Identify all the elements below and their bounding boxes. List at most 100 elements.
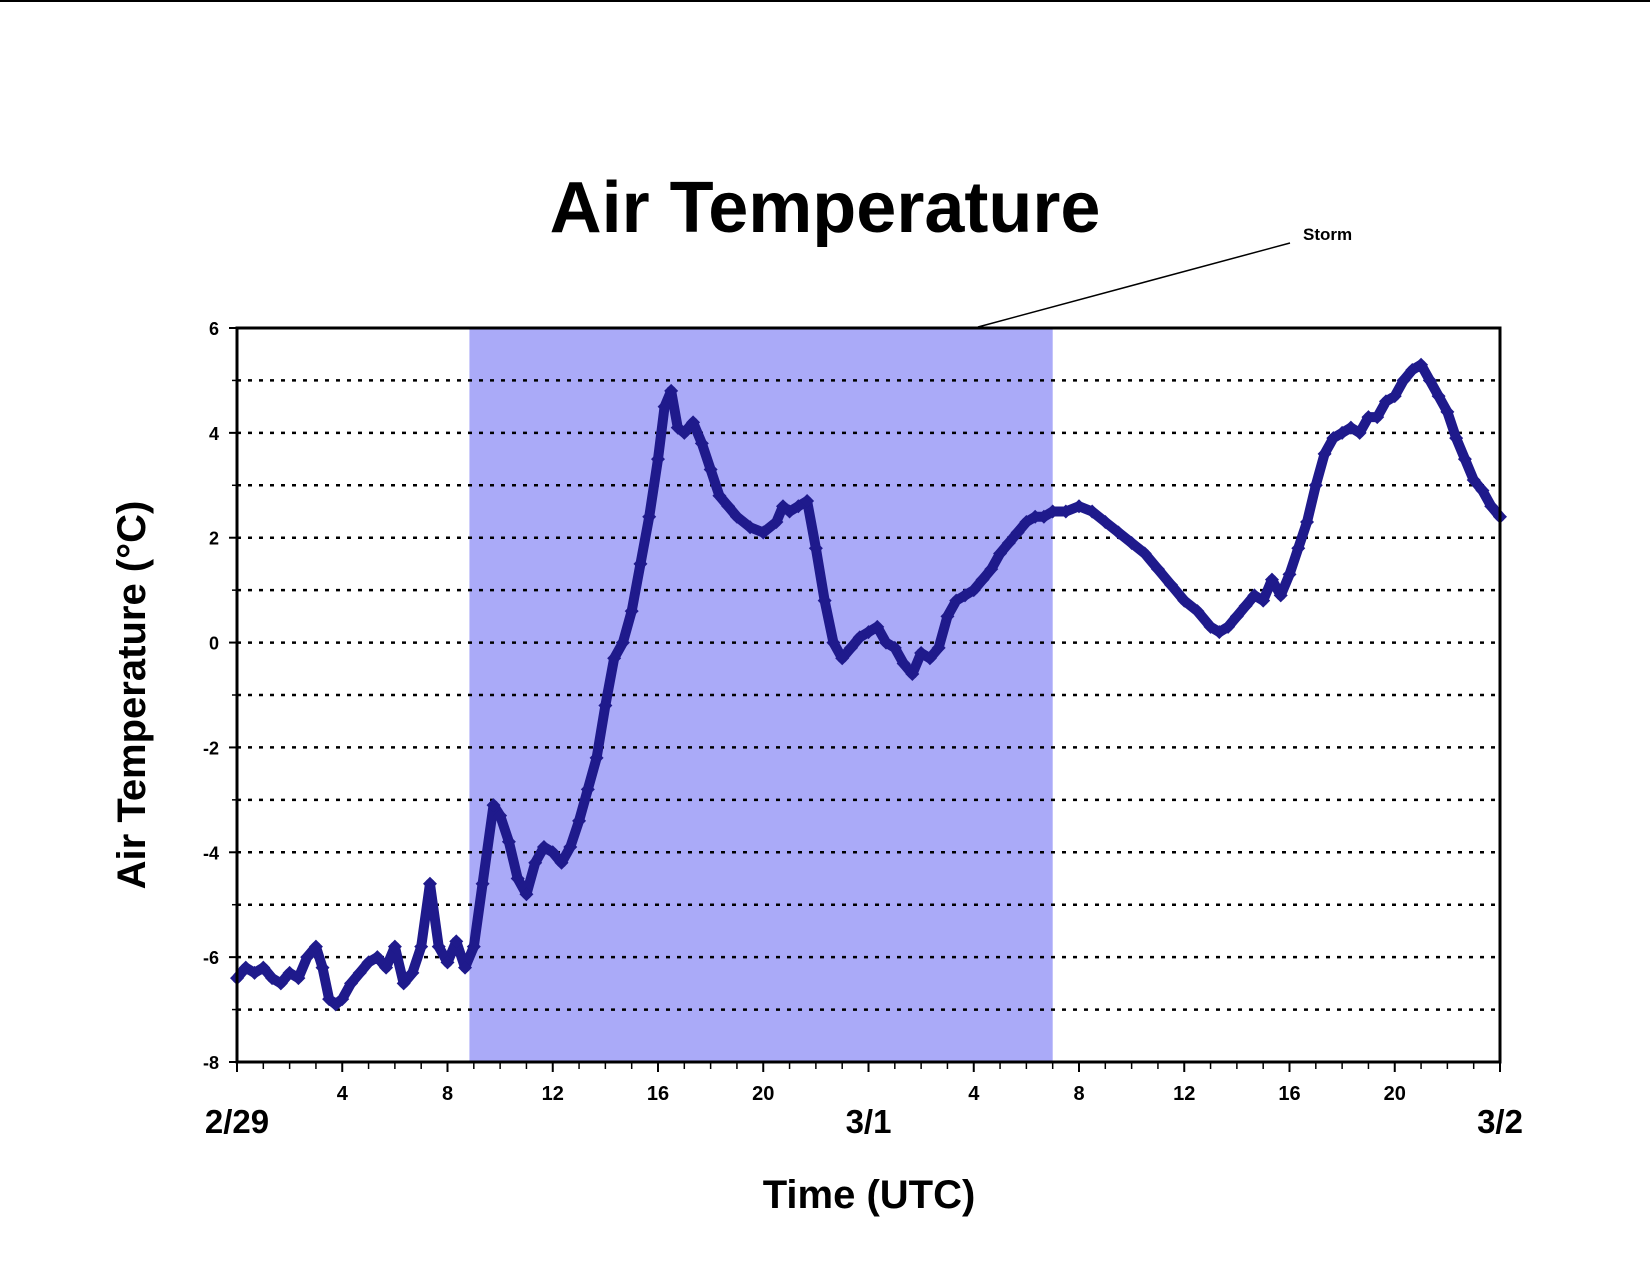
data-point (422, 876, 437, 891)
data-point (743, 520, 758, 535)
data-point (256, 960, 271, 975)
data-point (501, 834, 516, 849)
data-point (486, 798, 501, 813)
data-point (1414, 357, 1429, 372)
y-tick-label: -4 (203, 843, 219, 863)
data-point (1036, 509, 1051, 524)
data-point (1431, 389, 1446, 404)
data-point (1256, 593, 1271, 608)
plot-area: -8 -6 -4 -2 0 2 4 6 4 8 12 16 20 4 8 12 16 20 2/29 3/1 3/2 (203, 319, 1523, 1140)
data-point (598, 698, 613, 713)
data-point (466, 939, 481, 954)
data-point (589, 750, 604, 765)
data-point (1291, 541, 1306, 556)
data-point (1150, 562, 1165, 577)
data-point (712, 488, 727, 503)
data-point (1326, 431, 1341, 446)
data-point (817, 593, 832, 608)
data-point (1308, 478, 1323, 493)
data-point (1352, 425, 1367, 440)
data-point (1422, 373, 1437, 388)
data-point (769, 514, 784, 529)
data-point (361, 955, 376, 970)
data-point (300, 950, 315, 965)
y-tick-label: 6 (209, 319, 219, 339)
data-point (1212, 625, 1227, 640)
data-point (835, 651, 850, 666)
data-point (1010, 525, 1025, 540)
data-point (966, 583, 981, 598)
storm-leader-line (977, 242, 1291, 328)
data-point (396, 976, 411, 991)
data-point (1396, 373, 1411, 388)
data-point (1098, 514, 1113, 529)
data-point (449, 934, 464, 949)
data-point (352, 965, 367, 980)
data-point (1124, 535, 1139, 550)
chart-title: Air Temperature (550, 168, 1101, 248)
date-label: 3/1 (846, 1103, 892, 1140)
data-point (1085, 504, 1100, 519)
y-tick-label: 0 (209, 634, 219, 654)
data-point (949, 593, 964, 608)
data-point (1300, 514, 1315, 529)
data-point (1405, 362, 1420, 377)
data-point (657, 399, 672, 414)
data-point (1221, 619, 1236, 634)
data-point (870, 619, 885, 634)
data-point (405, 965, 420, 980)
data-point (1317, 446, 1332, 461)
data-point (1045, 504, 1060, 519)
data-point (1028, 509, 1043, 524)
data-point (791, 499, 806, 514)
data-point (554, 855, 569, 870)
data-point (808, 541, 823, 556)
data-point (1190, 604, 1205, 619)
x-tick-label: 8 (442, 1083, 453, 1105)
y-tick-label: -2 (203, 738, 219, 758)
data-point (607, 651, 622, 666)
data-point (291, 971, 306, 986)
data-point (1335, 425, 1350, 440)
data-point (1072, 499, 1086, 514)
data-point (431, 939, 446, 954)
data-point (1238, 598, 1253, 613)
data-point (545, 845, 560, 860)
data-point (414, 939, 429, 954)
data-point (1378, 394, 1393, 409)
data-point (800, 494, 815, 509)
data-point (247, 965, 262, 980)
data-point (1282, 567, 1297, 582)
data-point (651, 452, 665, 467)
data-point (677, 425, 692, 440)
storm-label: Storm (1303, 225, 1352, 244)
data-point (493, 808, 508, 823)
data-point (993, 546, 1008, 561)
data-point (896, 656, 911, 671)
data-point (572, 813, 587, 828)
data-point (686, 415, 701, 430)
x-tick-label: 16 (647, 1083, 669, 1105)
data-point (843, 640, 858, 655)
x-tick-label: 12 (1173, 1083, 1195, 1105)
y-tick-label: -6 (203, 948, 219, 968)
data-point (940, 609, 955, 624)
data-point (1001, 535, 1016, 550)
data-point (957, 588, 972, 603)
data-point (273, 976, 288, 991)
date-label: 2/29 (205, 1103, 269, 1140)
data-point (922, 651, 937, 666)
data-point (1457, 452, 1472, 467)
data-point (642, 509, 657, 524)
data-point (1019, 514, 1034, 529)
date-label: 3/2 (1477, 1103, 1523, 1140)
data-point (624, 604, 639, 619)
data-point (1229, 609, 1244, 624)
data-point (1440, 404, 1455, 419)
data-point (282, 965, 297, 980)
data-point (528, 855, 543, 870)
data-point (440, 955, 455, 970)
data-point (914, 646, 929, 661)
data-point (826, 635, 841, 650)
